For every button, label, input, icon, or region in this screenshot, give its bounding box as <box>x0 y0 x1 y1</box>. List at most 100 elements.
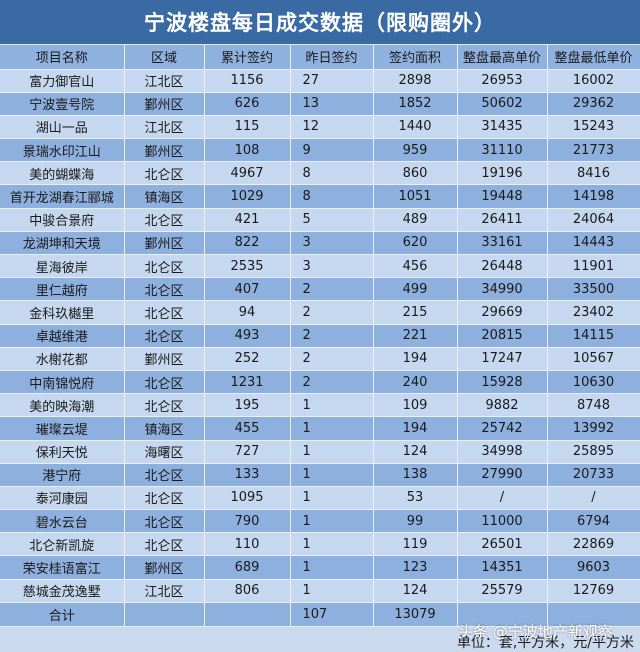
table-row: 里仁越府 北仑区 407 2 499 34990 33500 <box>0 277 640 302</box>
total-total-signed <box>204 602 291 627</box>
cell-yesterday-signed: 3 <box>290 254 374 279</box>
cell-total-signed: 407 <box>204 277 291 302</box>
unit-note: 单位：套,平方米，元/平方米 <box>456 635 634 651</box>
cell-min-price: 14443 <box>547 231 640 256</box>
cell-total-signed: 110 <box>204 532 291 557</box>
cell-project-name: 荣安桂语富江 <box>0 555 125 580</box>
cell-yesterday-signed: 8 <box>290 184 374 209</box>
cell-signed-area: 221 <box>373 324 458 348</box>
table-row: 碧水云台 北仑区 790 1 99 11000 6794 <box>0 509 640 534</box>
cell-total-signed: 421 <box>204 208 291 232</box>
cell-max-price: 17247 <box>457 347 548 371</box>
cell-max-price: 9882 <box>457 393 548 418</box>
cell-signed-area: 215 <box>373 300 458 325</box>
cell-signed-area: 123 <box>373 555 458 580</box>
cell-max-price: 31435 <box>457 115 548 140</box>
cell-signed-area: 456 <box>373 254 458 279</box>
cell-total-signed: 822 <box>204 231 291 256</box>
table-row: 港宁府 北仑区 133 1 138 27990 20733 <box>0 463 640 487</box>
cell-total-signed: 1231 <box>204 370 291 395</box>
cell-min-price: 8416 <box>547 161 640 186</box>
cell-min-price: / <box>547 486 640 511</box>
footer-band <box>0 628 640 652</box>
cell-total-signed: 455 <box>204 416 291 441</box>
total-min-price <box>547 602 640 627</box>
cell-district: 北仑区 <box>124 532 205 557</box>
cell-project-name: 中骏合景府 <box>0 208 125 232</box>
cell-min-price: 29362 <box>547 92 640 116</box>
cell-district: 北仑区 <box>124 277 205 302</box>
cell-yesterday-signed: 1 <box>290 440 374 464</box>
cell-district: 镇海区 <box>124 416 205 441</box>
table-row: 泰河康园 北仑区 1095 1 53// <box>0 486 640 511</box>
cell-district: 鄞州区 <box>124 231 205 256</box>
table-row: 卓越维港 北仑区 493 2 221 20815 14115 <box>0 324 640 348</box>
cell-yesterday-signed: 8 <box>290 161 374 186</box>
cell-total-signed: 626 <box>204 92 291 116</box>
total-max-price <box>457 602 548 627</box>
cell-signed-area: 124 <box>373 440 458 464</box>
table-row: 龙湖坤和天境 鄞州区 822 3 620 33161 14443 <box>0 231 640 256</box>
cell-min-price: 25895 <box>547 440 640 464</box>
cell-district: 鄞州区 <box>124 138 205 163</box>
cell-total-signed: 689 <box>204 555 291 580</box>
cell-signed-area: 53 <box>373 486 458 511</box>
cell-yesterday-signed: 1 <box>290 393 374 418</box>
cell-total-signed: 252 <box>204 347 291 371</box>
watermark: 头条 @宁波地产新观察 <box>458 623 613 641</box>
cell-min-price: 14198 <box>547 184 640 209</box>
cell-total-signed: 195 <box>204 393 291 418</box>
header-yesterday-signed: 昨日签约 <box>290 45 374 70</box>
cell-max-price: 15928 <box>457 370 548 395</box>
cell-district: 北仑区 <box>124 486 205 511</box>
cell-district: 鄞州区 <box>124 555 205 580</box>
cell-max-price: 34998 <box>457 440 548 464</box>
cell-total-signed: 108 <box>204 138 291 163</box>
cell-district: 北仑区 <box>124 161 205 186</box>
cell-max-price: 14351 <box>457 555 548 580</box>
table-row: 中南锦悦府 北仑区 1231 2 240 15928 10630 <box>0 370 640 395</box>
cell-project-name: 湖山一品 <box>0 115 125 140</box>
header-project-name: 项目名称 <box>0 45 125 70</box>
table-row: 保利天悦 海曙区 727 1 124 34998 25895 <box>0 440 640 464</box>
cell-project-name: 中南锦悦府 <box>0 370 125 395</box>
cell-total-signed: 115 <box>204 115 291 140</box>
cell-max-price: 19448 <box>457 184 548 209</box>
table-title: 宁波楼盘每日成交数据（限购圈外） <box>0 0 640 45</box>
cell-project-name: 金科玖樾里 <box>0 300 125 325</box>
cell-signed-area: 1051 <box>373 184 458 209</box>
table-row: 首开龙湖春江郦城 镇海区 1029 8 1051 19448 14198 <box>0 184 640 209</box>
cell-min-price: 8748 <box>547 393 640 418</box>
cell-total-signed: 4967 <box>204 161 291 186</box>
cell-signed-area: 194 <box>373 347 458 371</box>
table-row: 中骏合景府 北仑区 421 5 489 26411 24064 <box>0 208 640 232</box>
cell-signed-area: 499 <box>373 277 458 302</box>
header-total-signed: 累计签约 <box>204 45 291 70</box>
table-row: 慈城金茂逸墅 江北区 806 1 124 25579 12769 <box>0 579 640 603</box>
cell-yesterday-signed: 27 <box>290 69 374 93</box>
table-row: 星海彼岸 北仑区 2535 3 456 26448 11901 <box>0 254 640 279</box>
cell-max-price: 25742 <box>457 416 548 441</box>
cell-project-name: 龙湖坤和天境 <box>0 231 125 256</box>
cell-district: 鄞州区 <box>124 92 205 116</box>
cell-yesterday-signed: 5 <box>290 208 374 232</box>
cell-yesterday-signed: 2 <box>290 277 374 302</box>
cell-yesterday-signed: 2 <box>290 324 374 348</box>
cell-max-price: 31110 <box>457 138 548 163</box>
cell-district: 海曙区 <box>124 440 205 464</box>
cell-district: 江北区 <box>124 115 205 140</box>
cell-district: 北仑区 <box>124 324 205 348</box>
cell-total-signed: 1095 <box>204 486 291 511</box>
cell-max-price: 50602 <box>457 92 548 116</box>
sales-data-table: 项目名称 区域 累计签约 昨日签约 签约面积 整盘最高单价 整盘最低单价 富力御… <box>0 45 640 627</box>
table-row: 美的蝴蝶海 北仑区 4967 8 860 19196 8416 <box>0 161 640 186</box>
cell-district: 北仑区 <box>124 370 205 395</box>
cell-max-price: / <box>457 486 548 511</box>
total-area: 13079 <box>373 602 458 627</box>
table-row: 璀璨云堤 镇海区 455 1 194 25742 13992 <box>0 416 640 441</box>
cell-district: 鄞州区 <box>124 347 205 371</box>
cell-signed-area: 860 <box>373 161 458 186</box>
cell-yesterday-signed: 1 <box>290 416 374 441</box>
cell-project-name: 北仑新凯旋 <box>0 532 125 557</box>
table-row: 宁波壹号院 鄞州区 626 13 1852 50602 29362 <box>0 92 640 116</box>
